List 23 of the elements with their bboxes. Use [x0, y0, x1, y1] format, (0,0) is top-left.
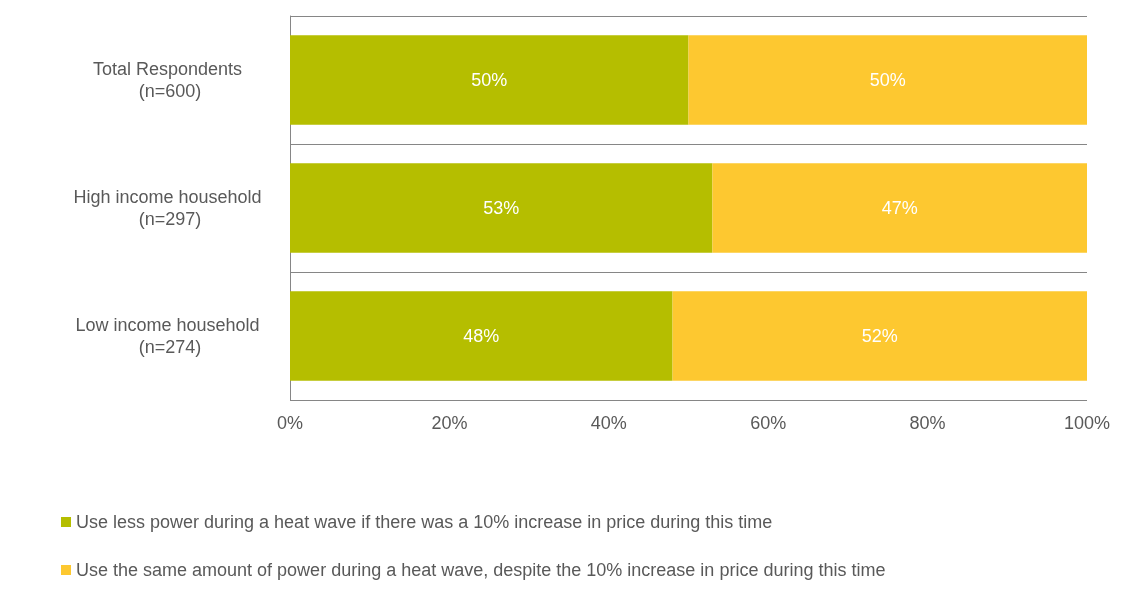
bar	[290, 35, 689, 125]
bar	[290, 291, 673, 381]
x-tick-label: 100%	[1063, 413, 1111, 433]
x-tick-label: 60%	[750, 413, 787, 433]
data-label: 50%	[471, 70, 508, 90]
legend-label: Use less power during a heat wave if there was a 10% increase in price during this time	[76, 512, 773, 532]
x-tick-label: 20%	[431, 413, 468, 433]
x-tick-label: 40%	[590, 413, 627, 433]
bar	[672, 291, 1087, 381]
bar	[712, 163, 1087, 253]
legend-label: Use the same amount of power during a heat wave, despite the 10% increase in price during this time	[76, 560, 886, 580]
y-tick-label: Total Respondents (n=600)	[92, 59, 248, 101]
data-label: 53%	[483, 198, 520, 218]
bar	[290, 163, 713, 253]
data-label: 50%	[869, 70, 906, 90]
bar	[688, 35, 1087, 125]
y-tick-label: Low income household (n=274)	[75, 315, 265, 357]
y-tick-label: High income household (n=297)	[73, 187, 267, 229]
data-label: 52%	[861, 326, 898, 346]
data-label: 48%	[463, 326, 500, 346]
x-tick-label: 80%	[909, 413, 946, 433]
x-tick-label: 0%	[276, 413, 304, 433]
data-label: 47%	[881, 198, 918, 218]
